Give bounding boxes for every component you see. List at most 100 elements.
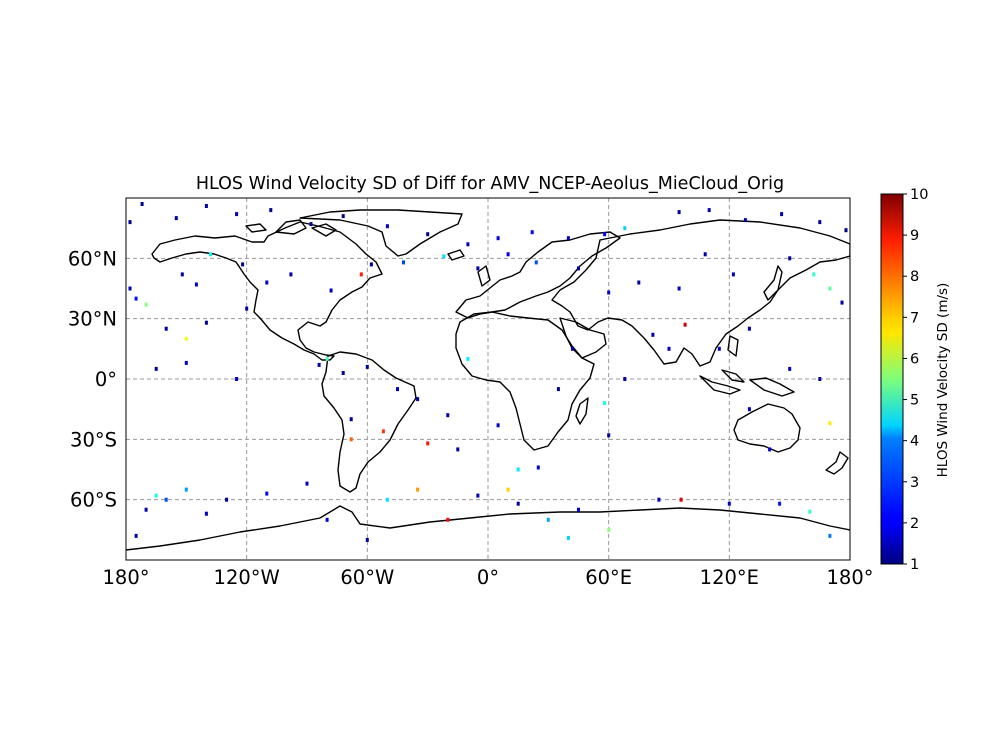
data-cell <box>571 346 574 351</box>
data-cell <box>416 397 420 402</box>
australia-outline <box>733 403 801 453</box>
data-cell <box>516 501 520 506</box>
data-cell <box>184 336 188 341</box>
data-cell <box>204 204 208 208</box>
data-cell <box>828 533 832 538</box>
gridlines <box>126 198 850 560</box>
lon-tick-label: 180° <box>827 566 874 589</box>
data-cell <box>144 507 148 512</box>
data-cell <box>341 214 345 219</box>
lon-tick-label: 60°W <box>340 566 394 589</box>
data-cell <box>381 429 385 434</box>
data-cell <box>717 346 721 351</box>
lat-tick-label: 30°S <box>70 428 117 451</box>
data-cell <box>426 441 430 446</box>
data-cell <box>703 252 707 257</box>
data-cell <box>637 280 641 285</box>
british-isles-outline <box>447 249 491 287</box>
data-cell <box>174 216 178 221</box>
europe-outline <box>455 231 621 319</box>
data-cell <box>154 493 158 498</box>
coastlines <box>126 209 850 551</box>
data-cell <box>385 497 389 502</box>
data-cell <box>140 202 144 206</box>
data-cell <box>365 537 369 542</box>
data-cell <box>566 535 570 540</box>
new-zealand-outline <box>825 451 849 475</box>
data-cell <box>603 232 607 237</box>
lat-tick-label: 60°S <box>70 489 117 512</box>
data-cell <box>780 212 784 217</box>
data-cell <box>530 230 534 235</box>
data-cell <box>359 272 363 277</box>
data-cell <box>727 501 731 506</box>
antarctica-outline <box>126 505 850 551</box>
data-cell <box>325 356 329 361</box>
data-cell <box>788 256 792 261</box>
data-cell <box>818 220 822 225</box>
lon-tick-label: 0° <box>477 566 499 589</box>
data-cell <box>466 356 470 361</box>
lon-tick-label: 60°E <box>585 566 632 589</box>
data-cell <box>536 465 540 470</box>
data-cell <box>305 481 309 486</box>
colorbar-tick-label: 8 <box>910 269 919 285</box>
data-cell <box>476 266 480 271</box>
data-cell <box>204 320 208 325</box>
north-america-outline <box>151 221 383 361</box>
lat-tick-label: 0° <box>95 368 117 391</box>
data-cell <box>607 290 611 295</box>
data-cell <box>225 497 229 502</box>
data-cell <box>506 487 510 492</box>
data-cell <box>317 362 321 367</box>
data-cell <box>341 371 345 375</box>
data-cell <box>402 260 405 265</box>
data-cell <box>134 533 138 538</box>
data-cell <box>446 517 450 522</box>
madagascar-outline <box>575 397 589 425</box>
data-cells <box>128 202 848 542</box>
data-cell <box>516 467 520 472</box>
colorbar-tick-label: 5 <box>910 393 919 409</box>
data-cell <box>241 262 245 267</box>
data-cell <box>577 507 580 512</box>
data-cell <box>309 222 313 227</box>
lon-tick-label: 120°W <box>214 566 280 589</box>
map-title: HLOS Wind Velocity SD of Diff for AMV_NC… <box>196 174 784 194</box>
data-cell <box>466 242 470 247</box>
data-cell <box>180 272 184 277</box>
map-area <box>125 197 851 561</box>
data-cell <box>747 326 751 331</box>
data-cell <box>329 288 333 293</box>
lat-tick-label: 30°N <box>68 308 117 331</box>
colorbar-tick-label: 1 <box>910 557 919 573</box>
data-cell <box>707 208 711 213</box>
data-cell <box>365 364 369 369</box>
data-cell <box>269 208 273 213</box>
maritime-asia-outline <box>699 335 795 397</box>
africa-outline <box>455 311 595 451</box>
data-cell <box>426 232 430 237</box>
data-cell <box>812 272 816 277</box>
lon-tick-label: 180° <box>103 566 150 589</box>
colorbar: 1 2 3 4 5 6 7 8 9 10 HLOS Wind Velocity SD (m/s) <box>880 187 951 573</box>
lat-tick-label: 60°N <box>68 247 117 270</box>
data-cell <box>577 266 580 271</box>
south-america-outline <box>321 351 417 493</box>
data-cell <box>607 527 611 532</box>
map-frame <box>125 197 851 561</box>
data-cell <box>679 497 683 502</box>
data-cell <box>788 366 792 371</box>
data-cell <box>476 493 480 498</box>
data-cell <box>265 280 269 285</box>
data-cell <box>840 300 844 305</box>
colorbar-tick-label: 4 <box>910 434 919 450</box>
data-cell <box>747 407 751 412</box>
data-cell <box>134 296 138 301</box>
data-cell <box>828 421 832 426</box>
data-cell <box>657 497 661 502</box>
data-cell <box>349 417 353 422</box>
colorbar-tick-label: 6 <box>910 351 919 367</box>
data-cell <box>677 286 681 291</box>
longitude-tick-labels: 180° 120°W 60°W 0° 60°E 120°E 180° <box>103 566 874 589</box>
